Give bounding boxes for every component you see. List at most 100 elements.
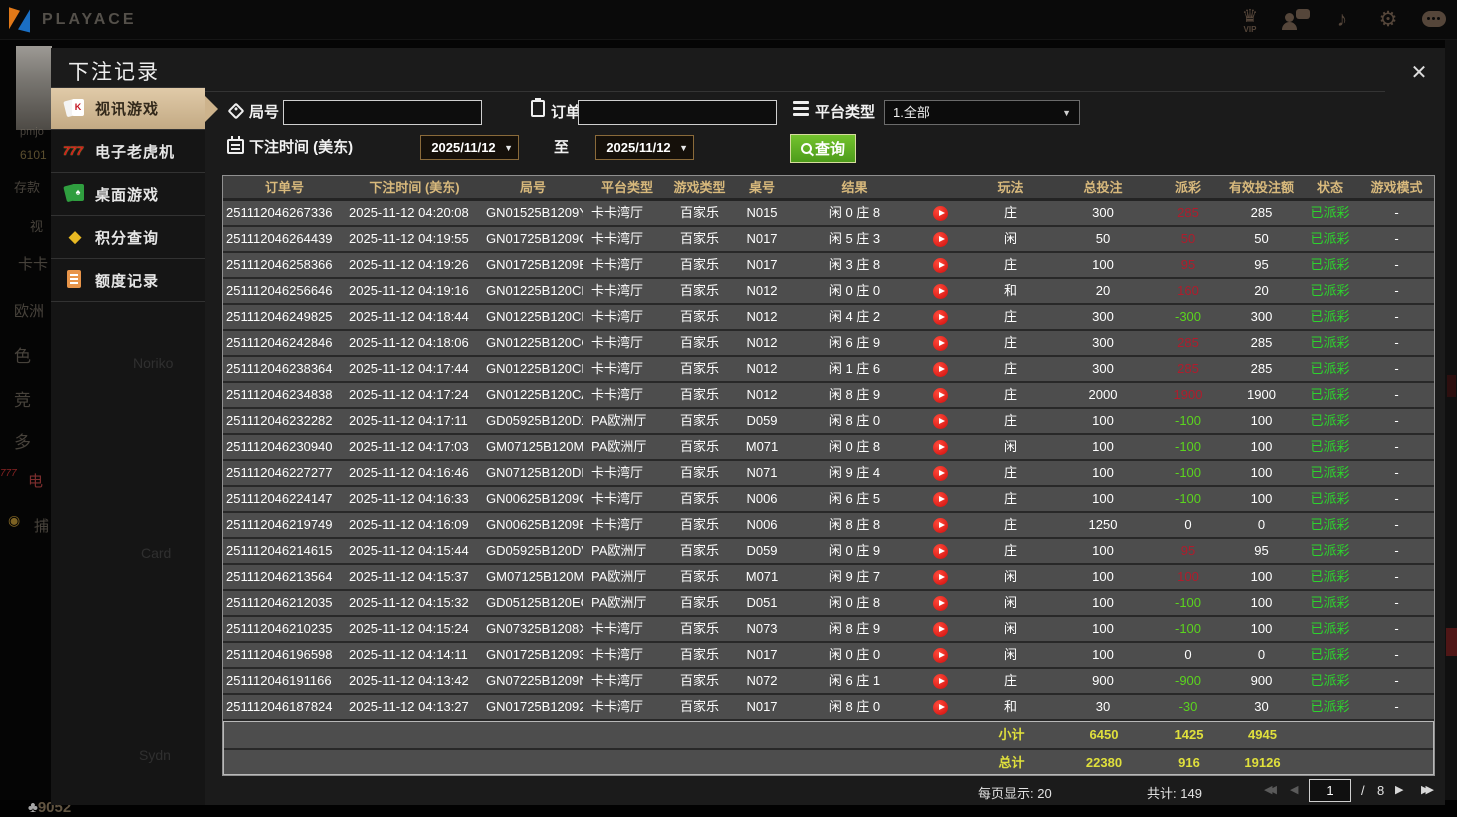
- replay-cell: [913, 591, 968, 615]
- playace-logo-icon: [9, 6, 35, 33]
- sidebar-item-quota-records[interactable]: 额度记录: [51, 259, 205, 302]
- replay-play-icon[interactable]: [933, 388, 948, 403]
- time-cell: 2025-11-12 04:16:46: [349, 465, 469, 480]
- sidebar-item-slots[interactable]: 777 电子老虎机: [51, 130, 205, 173]
- header-bet: 总投注: [1083, 180, 1123, 195]
- gear-icon[interactable]: ⚙: [1378, 8, 1398, 31]
- replay-play-icon[interactable]: [933, 232, 948, 247]
- next-page-button[interactable]: ▶: [1395, 784, 1403, 796]
- mode-cell: -: [1394, 517, 1399, 532]
- mode-cell: -: [1394, 699, 1399, 714]
- result-cell: 闲 8 庄 0: [828, 699, 881, 714]
- replay-play-icon[interactable]: [933, 258, 948, 273]
- round-input[interactable]: [283, 100, 482, 125]
- date-to-select[interactable]: 2025/11/12: [595, 135, 694, 160]
- round-label: 局号: [249, 104, 280, 121]
- play-cell: 闲: [1003, 621, 1017, 636]
- first-page-button[interactable]: ◀◀: [1264, 784, 1277, 796]
- platform-cell: PA欧洲厅: [591, 595, 647, 610]
- date-from-select[interactable]: 2025/11/12: [420, 135, 519, 160]
- table-row: 251112046249825 2025-11-12 04:18:44 GN0122…: [223, 305, 1434, 331]
- header-mode: 游戏模式: [1370, 180, 1423, 195]
- result-cell: 闲 0 庄 0: [828, 647, 881, 662]
- prev-page-button[interactable]: ◀: [1290, 784, 1298, 796]
- table-row: 251112046258366 2025-11-12 04:19:26 GN0172…: [223, 253, 1434, 279]
- calendar-icon: [227, 136, 244, 154]
- time-cell: 2025-11-12 04:17:44: [349, 361, 469, 376]
- sidebar-item-live-games[interactable]: K 视讯游戏: [51, 87, 218, 130]
- table-cell: D059: [746, 413, 778, 428]
- payout-cell: -300: [1174, 309, 1202, 324]
- table-body: 251112046267336 2025-11-12 04:20:08 GN0152…: [223, 201, 1434, 721]
- table-cell: N012: [746, 309, 778, 324]
- mode-cell: -: [1394, 543, 1399, 558]
- bg-balance: 6101: [20, 148, 47, 162]
- status-cell: 已派彩: [1310, 465, 1350, 480]
- mode-cell: -: [1394, 257, 1399, 272]
- payout-cell: -100: [1174, 491, 1202, 506]
- query-button[interactable]: 查询: [790, 134, 856, 163]
- bg-dealer-name: Sydn: [139, 747, 171, 763]
- replay-play-icon[interactable]: [933, 440, 948, 455]
- mode-cell: -: [1394, 569, 1399, 584]
- replay-play-icon[interactable]: [933, 206, 948, 221]
- replay-play-icon[interactable]: [933, 466, 948, 481]
- table-row: 251112046242846 2025-11-12 04:18:06 GN0122…: [223, 331, 1434, 357]
- table-cell: M071: [745, 439, 779, 454]
- platform-cell: 卡卡湾厅: [591, 283, 644, 298]
- result-cell: 闲 3 庄 8: [828, 257, 881, 272]
- chat-icon[interactable]: [1419, 5, 1449, 35]
- replay-cell: [913, 461, 968, 485]
- valid-cell: 100: [1250, 621, 1273, 636]
- customer-service-icon[interactable]: [1281, 5, 1311, 35]
- platform-cell: PA欧洲厅: [591, 413, 647, 428]
- bg-deposit: 存款: [14, 180, 41, 195]
- valid-cell: 100: [1250, 491, 1273, 506]
- order-cell: 251112046258366: [226, 257, 333, 272]
- table-footer: 每页显示: 20 共计: 149 ◀◀ ◀ / 8 ▶ ▶▶: [51, 778, 1445, 805]
- music-icon[interactable]: ♪: [1336, 8, 1348, 31]
- replay-play-icon[interactable]: [933, 648, 948, 663]
- replay-play-icon[interactable]: [933, 700, 948, 715]
- gem-icon: ◆: [68, 227, 82, 246]
- replay-play-icon[interactable]: [933, 544, 948, 559]
- replay-play-icon[interactable]: [933, 310, 948, 325]
- sidebar-item-table-games[interactable]: ♠ 桌面游戏: [51, 173, 205, 216]
- round-cell: GN01225B120CC: [486, 335, 583, 350]
- close-icon[interactable]: ✕: [1410, 62, 1428, 84]
- mode-cell: -: [1394, 673, 1399, 688]
- replay-play-icon[interactable]: [933, 518, 948, 533]
- replay-play-icon[interactable]: [933, 492, 948, 507]
- replay-play-icon[interactable]: [933, 674, 948, 689]
- time-cell: 2025-11-12 04:13:27: [349, 699, 469, 714]
- replay-play-icon[interactable]: [933, 336, 948, 351]
- page-number-input[interactable]: [1309, 779, 1351, 802]
- replay-play-icon[interactable]: [933, 284, 948, 299]
- replay-play-icon[interactable]: [933, 362, 948, 377]
- play-cell: 庄: [1003, 205, 1017, 220]
- total-bet: 22380: [1085, 755, 1123, 770]
- header-table: 桌号: [748, 180, 775, 195]
- last-page-button[interactable]: ▶▶: [1421, 784, 1434, 796]
- round-cell: GM07125B120MF: [486, 439, 583, 454]
- replay-play-icon[interactable]: [933, 570, 948, 585]
- sidebar-item-points[interactable]: ◆ 积分查询: [51, 216, 205, 259]
- mode-cell: -: [1394, 335, 1399, 350]
- header-play: 玩法: [997, 180, 1024, 195]
- mode-cell: -: [1394, 231, 1399, 246]
- order-input[interactable]: [578, 100, 777, 125]
- payout-cell: 0: [1184, 647, 1192, 662]
- replay-play-icon[interactable]: [933, 596, 948, 611]
- platform-select[interactable]: 1.全部: [884, 100, 1080, 125]
- payout-cell: -900: [1174, 673, 1202, 688]
- mode-cell: -: [1394, 465, 1399, 480]
- replay-play-icon[interactable]: [933, 622, 948, 637]
- replay-play-icon[interactable]: [933, 414, 948, 429]
- play-cell: 庄: [1003, 361, 1017, 376]
- payout-cell: 0: [1184, 517, 1192, 532]
- table-row: 251112046191166 2025-11-12 04:13:42 GN0722…: [223, 669, 1434, 695]
- table-cell: N012: [746, 387, 778, 402]
- time-cell: 2025-11-12 04:15:37: [349, 569, 469, 584]
- game-cell: 百家乐: [679, 569, 719, 584]
- vip-icon[interactable]: ♛ VIP: [1241, 6, 1259, 34]
